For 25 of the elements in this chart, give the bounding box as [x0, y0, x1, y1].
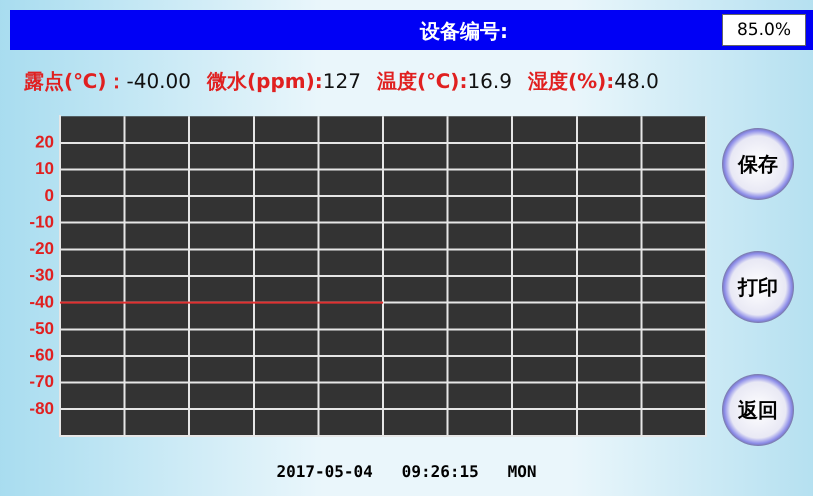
text: 127 [322, 69, 361, 93]
y-tick-label: -80 [29, 398, 54, 418]
y-tick-label: -40 [29, 292, 54, 312]
text: -40.00 [126, 69, 191, 93]
y-tick-label: -20 [29, 239, 54, 258]
text: 打印 [722, 251, 794, 323]
text: 露点(℃)： [24, 69, 126, 93]
y-tick-label: -50 [29, 318, 54, 338]
chart-title: 设备编号: [420, 18, 508, 45]
text: 微水(ppm): [206, 69, 323, 93]
y-tick-label: 20 [35, 132, 54, 152]
text: 48.0 [614, 69, 659, 93]
y-tick-label: 0 [44, 186, 54, 205]
y-tick-label: -70 [29, 372, 54, 392]
text: 温度(℃): [376, 69, 468, 93]
y-tick-label: 10 [35, 159, 54, 178]
y-tick-label: -60 [29, 346, 54, 365]
text: 85.0% [722, 14, 806, 46]
text: 湿度(%): [528, 69, 614, 93]
text: 16.9 [467, 69, 512, 93]
text: 保存 [722, 128, 794, 200]
y-tick-label: -30 [29, 266, 54, 285]
y-tick-label: -10 [29, 212, 54, 232]
text: 2017-05-04 09:26:15 MON [275, 462, 538, 481]
text: 返回 [722, 374, 794, 446]
